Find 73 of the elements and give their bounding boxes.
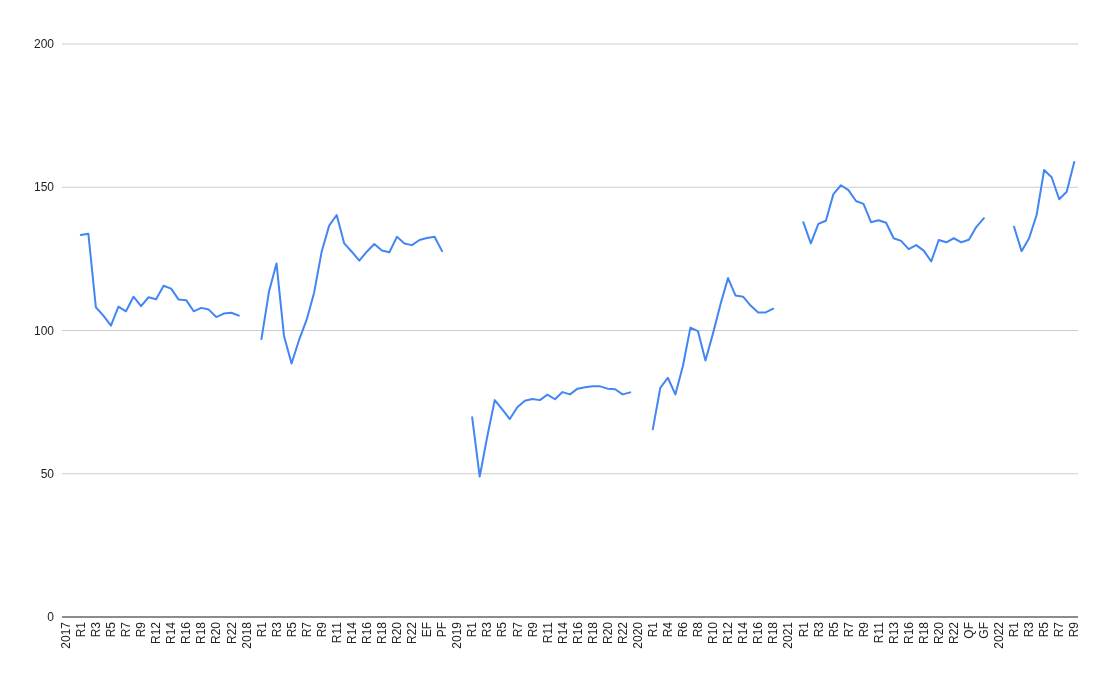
x-tick-label: R9 [525, 621, 540, 638]
x-tick-label: R5 [284, 621, 299, 638]
x-tick-label: 2020 [630, 621, 645, 649]
x-tick-label: R6 [676, 621, 691, 638]
x-tick-label: R22 [947, 621, 962, 645]
x-tick-label: R3 [480, 621, 495, 638]
x-tick-label: R1 [74, 621, 89, 638]
x-tick-label: R13 [886, 621, 901, 645]
x-tick-label: R4 [661, 621, 676, 638]
x-tick-label: R16 [179, 621, 194, 645]
y-tick-label: 50 [40, 466, 55, 481]
x-tick-label: R8 [691, 621, 706, 638]
y-tick-label: 100 [33, 323, 55, 338]
x-tick-label: R12 [721, 621, 736, 645]
x-tick-label: GF [977, 622, 992, 639]
x-tick-label: R11 [329, 621, 344, 644]
x-tick-label: 2019 [450, 621, 465, 649]
x-tick-label: R16 [751, 621, 766, 645]
x-tick-label: R20 [931, 621, 946, 645]
y-tick-label: 150 [33, 180, 55, 195]
x-tick-label: R18 [916, 621, 931, 645]
x-tick-label: R5 [1037, 621, 1052, 638]
x-tick-label: R11 [871, 621, 886, 644]
x-tick-label: R7 [119, 621, 134, 638]
x-tick-label: R9 [856, 621, 871, 638]
y-tick-label: 0 [47, 610, 55, 625]
x-tick-label: 2021 [781, 621, 796, 649]
x-tick-label: R20 [209, 621, 224, 645]
x-tick-label: R10 [706, 621, 721, 645]
x-tick-label: R1 [796, 621, 811, 638]
x-tick-label: R11 [540, 621, 555, 644]
x-tick-label: R7 [841, 621, 856, 638]
x-tick-label: R14 [164, 621, 179, 645]
x-tick-label: R5 [104, 621, 119, 638]
y-tick-label: 200 [33, 37, 55, 52]
x-tick-label: R14 [736, 621, 751, 645]
x-tick-label: R7 [1052, 621, 1067, 638]
x-tick-label: 2017 [58, 621, 73, 649]
x-tick-label: R5 [826, 621, 841, 638]
x-tick-label: R7 [299, 621, 314, 638]
x-tick-label: R18 [194, 621, 209, 645]
x-tick-label: R18 [585, 621, 600, 645]
x-tick-label: 2018 [239, 621, 254, 649]
x-tick-label: R9 [314, 621, 329, 638]
x-tick-label: R22 [405, 621, 420, 645]
x-tick-label: R9 [1067, 621, 1082, 638]
x-tick-label: R22 [615, 621, 630, 645]
x-tick-label: R1 [1007, 621, 1022, 638]
x-tick-label: R16 [360, 621, 374, 645]
x-tick-label: R20 [600, 621, 615, 645]
x-tick-label: R5 [495, 621, 510, 638]
x-tick-label: R12 [149, 621, 164, 645]
x-tick-label: R9 [134, 621, 149, 638]
x-tick-label: R1 [645, 621, 660, 638]
x-tick-label: R3 [1022, 621, 1037, 638]
x-tick-label: R3 [269, 621, 284, 638]
x-tick-label: R14 [344, 621, 359, 645]
x-tick-label: 2022 [992, 621, 1007, 649]
x-tick-label: PF [435, 622, 450, 638]
x-tick-label: QF [962, 622, 977, 639]
x-tick-label: R16 [570, 621, 585, 645]
x-tick-label: R18 [375, 621, 390, 645]
x-tick-label: R3 [89, 621, 104, 638]
x-tick-label: R20 [390, 621, 405, 645]
x-tick-label: R1 [254, 621, 269, 638]
x-tick-label: R14 [555, 621, 570, 645]
x-tick-label: R3 [811, 621, 826, 638]
x-tick-label: R1 [465, 621, 480, 638]
x-tick-label: R22 [224, 621, 239, 645]
x-tick-label: R18 [766, 621, 781, 645]
x-tick-label: EF [420, 622, 435, 638]
x-tick-label: R16 [901, 621, 916, 645]
x-tick-label: R7 [510, 621, 525, 638]
